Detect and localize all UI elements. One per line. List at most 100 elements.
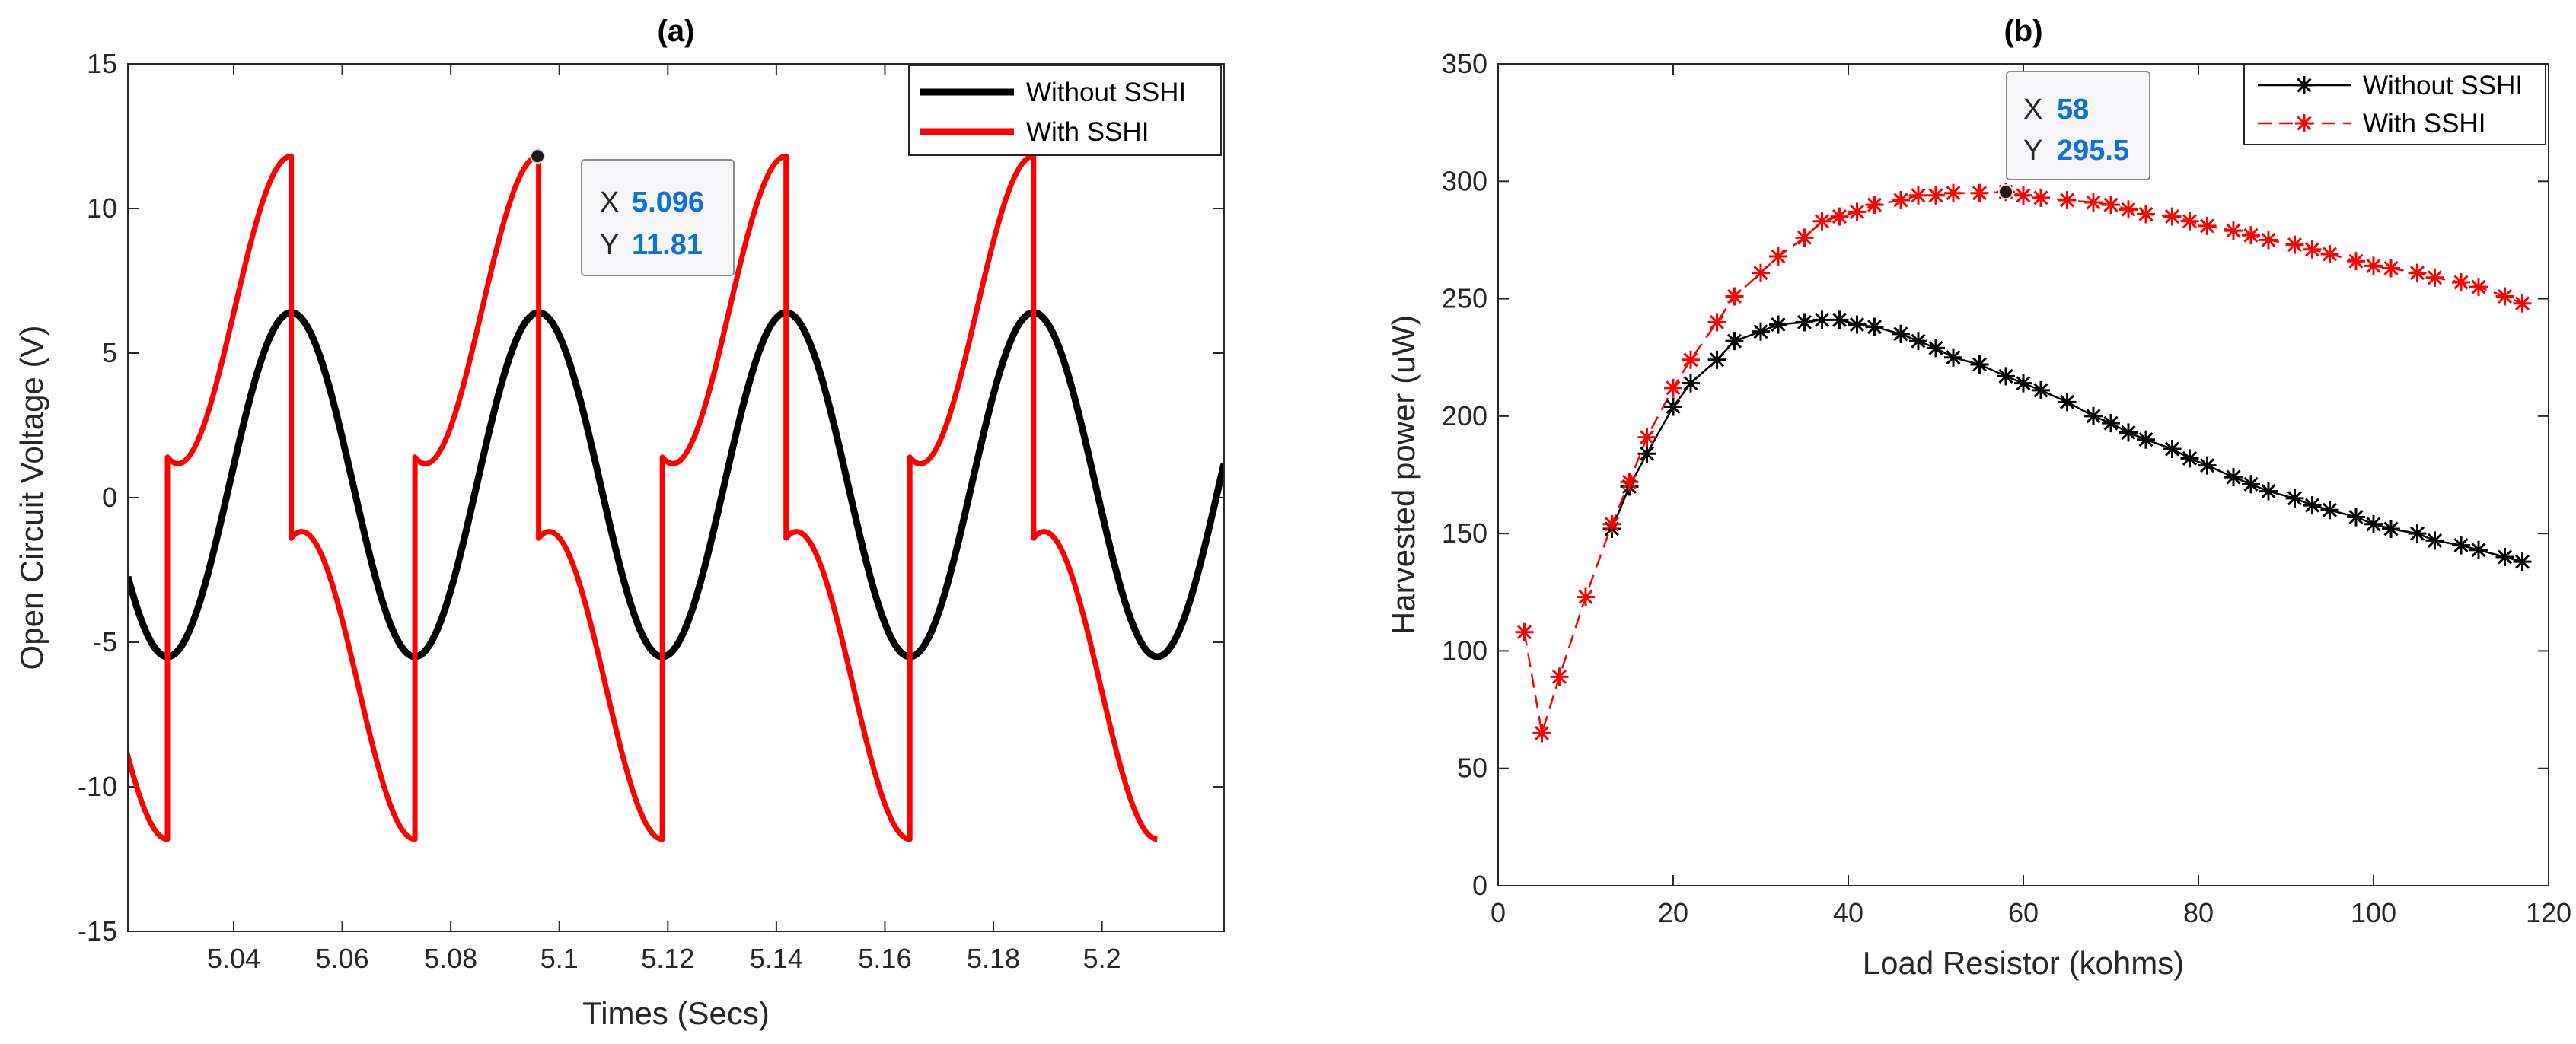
chart-b-point <box>2084 193 2103 212</box>
chart-b: (b) 0 50 100 150 200 250 300 350 0 20 40 60 80 100 12… <box>1385 14 2571 981</box>
chart-b-datatip-x-label: X <box>2023 94 2042 126</box>
chart-b-point <box>2513 552 2532 571</box>
chart-b-markers-with-sshi <box>1515 183 2532 743</box>
chart-b-point <box>1970 355 1989 374</box>
chart-b-point <box>1812 310 1832 329</box>
chart-b-point <box>2180 212 2199 231</box>
chart-b-point <box>1865 196 1884 215</box>
chart-b-point <box>2469 278 2488 297</box>
chart-b-xtick-label: 120 <box>2526 897 2571 928</box>
chart-b-point <box>1550 667 1569 686</box>
chart-b-point <box>2224 221 2243 240</box>
chart-a-datatip[interactable]: X 5.096 Y 11.81 <box>530 148 735 276</box>
chart-b-point <box>2320 244 2339 263</box>
chart-a-ytick-label: -5 <box>93 626 117 657</box>
chart-a-legend-label-with: With SSHI <box>1026 117 1149 147</box>
chart-b-point <box>2224 468 2243 487</box>
chart-a-datatip-box <box>581 159 735 276</box>
chart-b-xtick-label: 0 <box>1490 897 1506 928</box>
chart-b-point <box>2032 380 2050 399</box>
chart-b-point <box>1769 315 1787 334</box>
chart-a-legend-box <box>908 65 1222 156</box>
chart-b-legend-marker-without <box>2295 76 2313 94</box>
chart-a-legend: Without SSHI With SSHI <box>908 65 1222 156</box>
chart-b-point <box>1892 190 1910 209</box>
chart-a-ytick-label: 0 <box>102 482 117 513</box>
chart-b-point <box>1865 317 1884 336</box>
chart-b-point <box>2084 406 2103 425</box>
chart-b-point <box>2119 423 2138 442</box>
chart-b-point <box>2198 456 2217 475</box>
chart-b-point <box>1577 587 1595 606</box>
chart-b-point <box>1997 367 2015 386</box>
chart-b-point <box>2513 294 2532 313</box>
chart-b-point <box>1725 332 1744 351</box>
chart-b-point <box>2320 501 2339 520</box>
chart-b-point <box>1532 724 1551 743</box>
chart-b-point <box>1637 428 1656 447</box>
chart-b-point <box>2137 430 2155 449</box>
chart-b-point <box>2382 519 2400 538</box>
chart-b-point <box>1909 186 1927 205</box>
chart-a-xtick-label: 5.14 <box>750 943 803 974</box>
chart-b-point <box>2014 186 2032 205</box>
chart-a-ytick-label: -15 <box>78 915 117 947</box>
chart-b-datatip-marker[interactable] <box>1998 184 2013 200</box>
chart-a-datatip-marker[interactable] <box>530 148 546 164</box>
chart-b-point <box>1795 228 1814 247</box>
chart-b-point <box>2347 508 2365 527</box>
chart-b-point <box>1944 183 1962 202</box>
chart-b-point <box>1725 287 1744 306</box>
chart-b-point <box>1664 397 1682 416</box>
chart-b-point <box>1602 514 1621 533</box>
chart-b-point <box>2198 216 2217 235</box>
chart-a-xtick-label: 5.12 <box>641 943 694 974</box>
chart-b-point <box>1909 332 1927 351</box>
chart-a-title: (a) <box>658 14 695 48</box>
chart-b-point <box>2364 514 2383 533</box>
chart-b-title: (b) <box>2004 14 2042 48</box>
chart-b-point <box>2452 272 2470 291</box>
chart-b-legend-label-without: Without SSHI <box>2363 71 2523 100</box>
chart-b-xtick-label: 80 <box>2183 897 2214 928</box>
chart-b-point <box>2137 205 2155 224</box>
chart-b-point <box>1515 622 1534 641</box>
chart-a-datatip-y-label: Y <box>600 229 619 261</box>
chart-b-point <box>2032 188 2050 207</box>
chart-b-point <box>2180 449 2199 468</box>
chart-a-series-without-sshi <box>128 309 1224 660</box>
chart-a-xtick-label: 5.06 <box>316 943 369 974</box>
chart-b-point <box>2285 235 2304 254</box>
chart-b-point <box>2303 496 2322 515</box>
chart-b-point <box>2425 531 2444 550</box>
chart-a-series-with-sshi <box>128 153 1159 842</box>
chart-b-legend-box <box>2243 63 2546 145</box>
chart-b-legend-marker-with <box>2295 114 2313 132</box>
chart-b-xlabel: Load Resistor (kohms) <box>1863 945 2184 981</box>
chart-b-ytick-label: 300 <box>1442 165 1487 196</box>
chart-b-datatip[interactable]: X 58 Y 295.5 <box>1998 71 2150 200</box>
chart-a-xtick-label: 5.08 <box>424 943 477 974</box>
chart-b-point <box>2285 489 2304 508</box>
chart-a-xtick-label: 5.1 <box>540 943 579 974</box>
chart-b-point <box>2408 263 2427 282</box>
chart-b-point <box>1707 313 1726 332</box>
chart-b-point <box>2382 259 2400 278</box>
chart-b-point <box>2058 190 2077 209</box>
chart-b-point <box>2347 252 2365 271</box>
chart-a-datatip-x-value: 5.096 <box>632 186 704 218</box>
chart-b-xtick-label: 20 <box>1658 897 1688 928</box>
chart-b-point <box>2495 548 2514 566</box>
chart-b-legend-star <box>2295 114 2313 132</box>
chart-b-point <box>2163 207 2182 226</box>
chart-b-point <box>2242 475 2260 494</box>
chart-b-point <box>1707 350 1726 369</box>
chart-b-axes-box <box>1497 63 2549 886</box>
chart-b-point <box>2259 231 2278 250</box>
chart-a-xtick-label: 5.16 <box>858 943 911 974</box>
chart-b-markers-without-sshi <box>1602 310 2532 571</box>
chart-b-datatip-box <box>2006 71 2150 180</box>
chart-b-point <box>1752 263 1770 282</box>
chart-b-datatip-x-value: 58 <box>2057 94 2089 126</box>
